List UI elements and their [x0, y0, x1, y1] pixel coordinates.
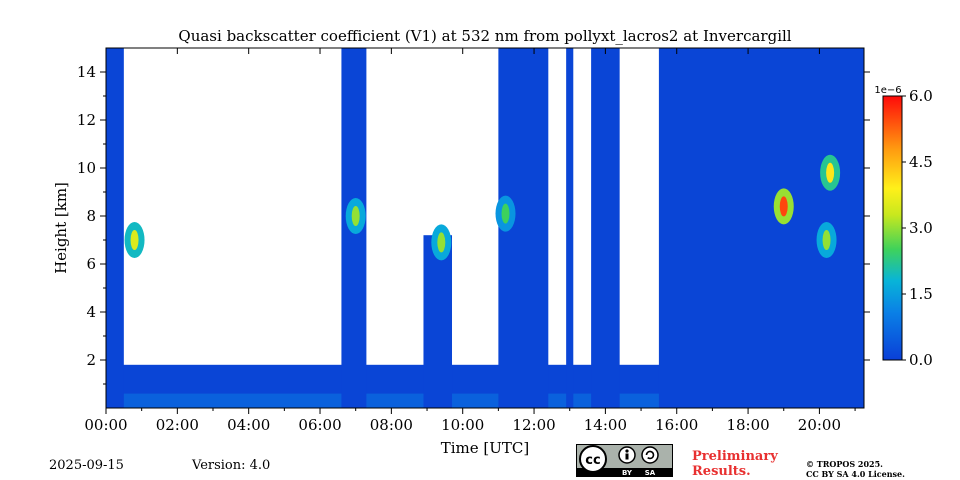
aerosol-layer-1: [351, 206, 360, 226]
profile-block-2: [423, 235, 453, 408]
y-tick-label: 12: [77, 111, 96, 129]
colorbar-tick-label: 6.0: [909, 87, 933, 105]
colorbar-exponent: 1e−6: [874, 85, 901, 96]
y-axis: 2 4 6 8 10 12 14: [77, 63, 870, 385]
colorbar-tick-label: 3.0: [909, 219, 933, 237]
x-tick-label: 10:00: [441, 416, 484, 434]
aerosol-layer-4: [779, 196, 788, 217]
svg-text:cc: cc: [585, 453, 600, 468]
cc-icon: [579, 445, 607, 473]
y-tick-label: 4: [86, 303, 96, 321]
y-tick-label: 8: [86, 207, 96, 225]
colorbar-ticks: 0.0 1.5 3.0 4.5 6.0: [902, 87, 933, 369]
x-tick-label: 06:00: [298, 416, 341, 434]
x-tick-label: 20:00: [798, 416, 841, 434]
date-label: 2025-09-15: [49, 458, 124, 473]
aerosol-layer-2: [437, 232, 446, 253]
x-tick-label: 12:00: [512, 416, 555, 434]
plot-area: [106, 48, 864, 408]
x-tick-label: 16:00: [655, 416, 698, 434]
aerosol-layer-6: [822, 230, 831, 250]
profile-block-5: [591, 48, 620, 408]
x-tick-label: 02:00: [156, 416, 199, 434]
chart-title: Quasi backscatter coefficient (V1) at 53…: [178, 27, 791, 45]
svg-text:SA: SA: [645, 469, 656, 477]
copyright-line-2: CC BY SA 4.0 License.: [806, 469, 905, 479]
share-alike-icon: [641, 446, 659, 464]
colorbar-tick-label: 0.0: [909, 351, 933, 369]
plot-frame: [105, 47, 865, 409]
aerosol-layer-3: [501, 203, 510, 224]
profile-block-0: [106, 48, 124, 408]
preliminary-note: Preliminary Results.: [692, 449, 778, 479]
x-tick-label: 08:00: [370, 416, 413, 434]
x-tick-label: 14:00: [584, 416, 627, 434]
aerosol-layer-5: [826, 162, 835, 183]
x-tick-label: 18:00: [726, 416, 769, 434]
x-tick-label: 00:00: [84, 416, 127, 434]
y-tick-label: 14: [77, 63, 96, 81]
copyright-note: © TROPOS 2025. CC BY SA 4.0 License.: [806, 459, 905, 479]
svg-text:BY: BY: [622, 469, 633, 477]
colorbar: [882, 95, 903, 361]
y-tick-label: 6: [86, 255, 96, 273]
profile-block-4: [566, 48, 574, 408]
aerosol-layer-0: [130, 230, 139, 250]
version-label: Version: 4.0: [192, 458, 271, 473]
preliminary-text: Preliminary: [692, 449, 778, 464]
x-axis-label: Time [UTC]: [441, 439, 530, 457]
x-axis: 00:00 02:00 04:00 06:00 08:00 10:00 12:00 14:00…: [84, 48, 856, 434]
copyright-line-1: © TROPOS 2025.: [806, 459, 883, 469]
y-axis-label: Height [km]: [52, 182, 70, 274]
y-tick-label: 10: [77, 159, 96, 177]
y-tick-label: 2: [86, 351, 96, 369]
results-text: Results.: [692, 464, 751, 479]
x-tick-label: 04:00: [227, 416, 270, 434]
cc-license-badge: cc BY SA: [576, 444, 673, 477]
colorbar-tick-label: 1.5: [909, 285, 933, 303]
colorbar-tick-label: 4.5: [909, 153, 933, 171]
